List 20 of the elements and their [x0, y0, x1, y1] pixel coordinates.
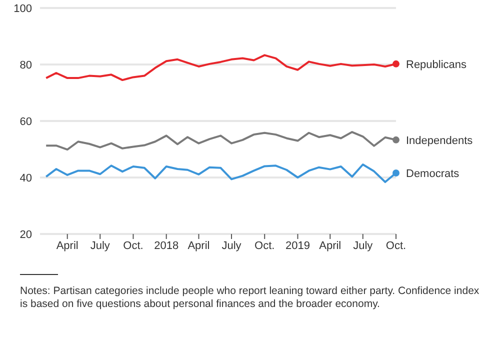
text: Notes: Partisan categories include people who report leaning toward either party. Confidence index is based on five questions about personal finances and the broader economy.: [20, 285, 480, 311]
y-tick-label: 40: [20, 172, 32, 184]
y-tick-label: 60: [20, 116, 32, 128]
x-tick-label: April: [56, 240, 78, 252]
x-tick-label: Oct.: [386, 240, 406, 252]
x-tick-label: April: [188, 240, 210, 252]
x-tick-label: July: [353, 240, 374, 252]
series-label: Republicans: [406, 58, 468, 71]
x-tick-label: Oct.: [123, 240, 144, 252]
x-tick-label: 2018: [154, 240, 179, 252]
x-tick-label: Oct.: [254, 240, 275, 252]
y-tick-label: 80: [20, 59, 32, 72]
y-tick-label: 20: [20, 228, 32, 241]
x-tick-label: April: [319, 240, 342, 252]
y-tick-label: 100: [14, 2, 32, 15]
x-tick-label: July: [222, 240, 242, 252]
x-tick-label: July: [90, 240, 110, 252]
x-tick-label: 2019: [285, 240, 310, 252]
series-label: Democrats: [406, 168, 460, 180]
series-label: Independents: [406, 134, 474, 147]
